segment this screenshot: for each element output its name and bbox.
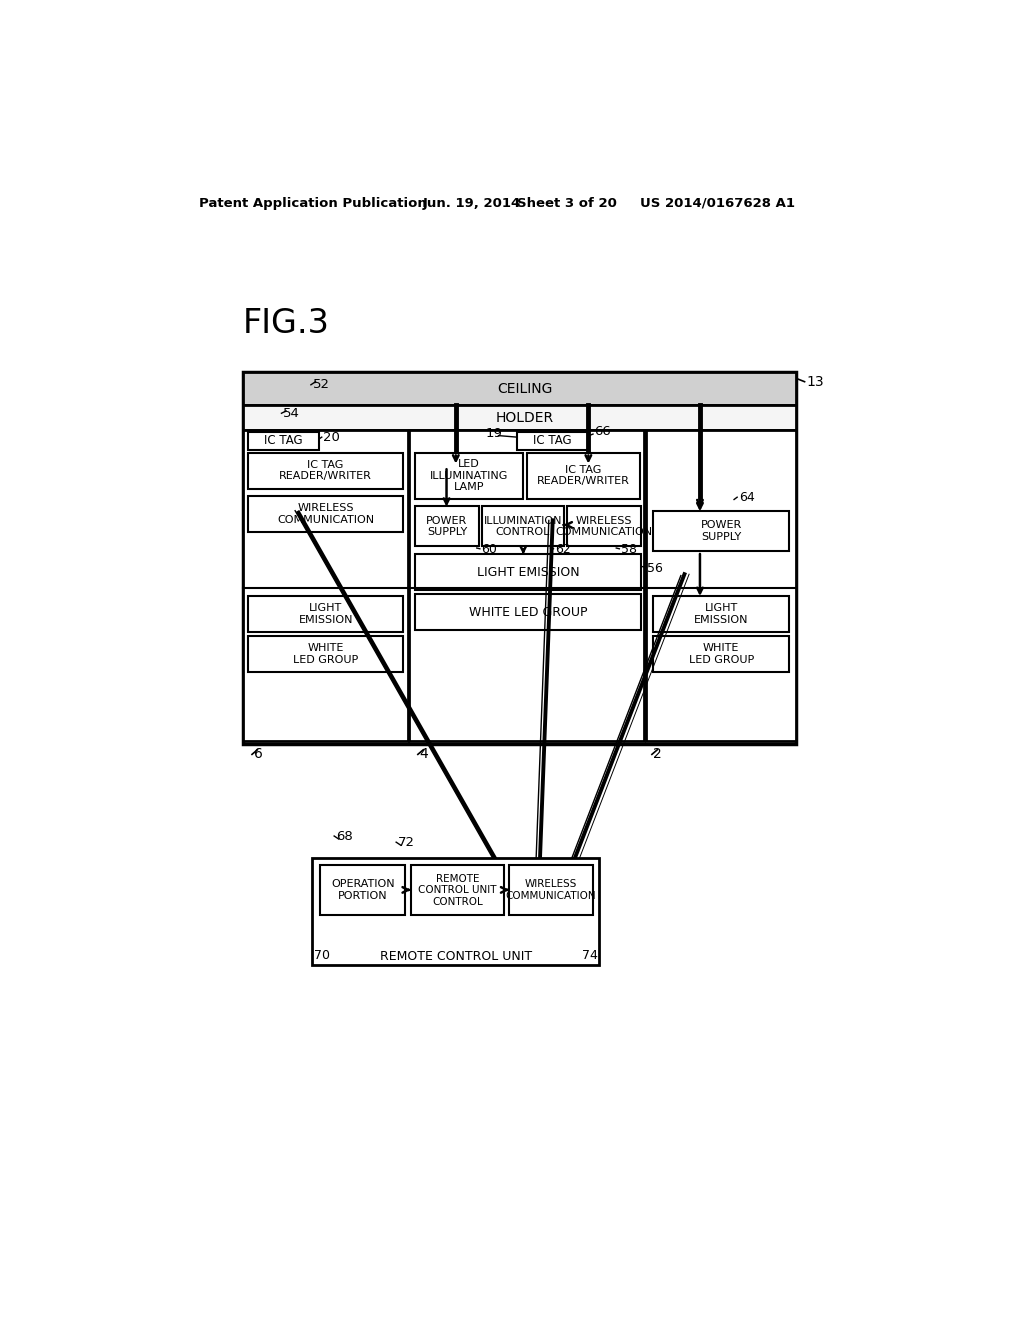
Text: 74: 74 — [582, 949, 598, 962]
Text: ILLUMINATION
CONTROL: ILLUMINATION CONTROL — [483, 516, 562, 537]
Text: 54: 54 — [283, 407, 300, 420]
Bar — [248, 636, 403, 672]
Text: 19: 19 — [486, 426, 503, 440]
Text: FIG.3: FIG.3 — [243, 308, 330, 341]
Text: 13: 13 — [807, 375, 824, 388]
Text: 6: 6 — [254, 747, 262, 762]
Text: POWER
SUPPLY: POWER SUPPLY — [700, 520, 741, 543]
Bar — [653, 511, 790, 552]
Text: 4: 4 — [420, 747, 428, 762]
Bar — [248, 453, 403, 488]
Bar — [527, 453, 640, 499]
Text: 64: 64 — [738, 491, 755, 504]
Text: LIGHT
EMISSION: LIGHT EMISSION — [694, 603, 749, 624]
Text: Patent Application Publication: Patent Application Publication — [200, 197, 427, 210]
Bar — [411, 866, 504, 915]
Text: WIRELESS
COMMUNICATION: WIRELESS COMMUNICATION — [506, 879, 596, 902]
Text: 58: 58 — [621, 543, 637, 556]
Text: IC TAG
READER/WRITER: IC TAG READER/WRITER — [280, 459, 372, 482]
Text: 66: 66 — [595, 425, 611, 438]
Bar — [243, 405, 796, 430]
Bar — [243, 372, 796, 405]
Text: LIGHT
EMISSION: LIGHT EMISSION — [298, 603, 353, 624]
Text: WHITE LED GROUP: WHITE LED GROUP — [469, 606, 587, 619]
Bar — [243, 430, 408, 741]
Text: WHITE
LED GROUP: WHITE LED GROUP — [688, 643, 754, 665]
Bar — [653, 595, 790, 632]
Bar — [566, 507, 641, 546]
Text: OPERATION
PORTION: OPERATION PORTION — [331, 879, 394, 902]
Text: LED
ILLUMINATING
LAMP: LED ILLUMINATING LAMP — [430, 459, 508, 492]
Bar — [248, 496, 403, 532]
Text: IC TAG: IC TAG — [534, 434, 572, 447]
Text: LIGHT EMISSION: LIGHT EMISSION — [476, 566, 580, 578]
Text: WHITE
LED GROUP: WHITE LED GROUP — [293, 643, 358, 665]
Text: 72: 72 — [397, 836, 415, 849]
Text: 2: 2 — [653, 747, 663, 762]
Text: WIRELESS
COMMUNICATION: WIRELESS COMMUNICATION — [278, 503, 374, 524]
Bar — [415, 453, 523, 499]
Text: 20: 20 — [324, 430, 340, 444]
Text: 56: 56 — [647, 561, 664, 574]
Text: 60: 60 — [481, 543, 498, 556]
Text: Sheet 3 of 20: Sheet 3 of 20 — [517, 197, 616, 210]
Bar — [653, 636, 790, 672]
Bar — [509, 866, 593, 915]
Text: REMOTE CONTROL UNIT: REMOTE CONTROL UNIT — [380, 949, 531, 962]
Text: WIRELESS
COMMUNICATION: WIRELESS COMMUNICATION — [555, 516, 652, 537]
Text: 68: 68 — [336, 829, 352, 842]
Bar — [482, 507, 563, 546]
Bar — [243, 372, 796, 743]
Bar — [415, 507, 479, 546]
Text: IC TAG
READER/WRITER: IC TAG READER/WRITER — [537, 465, 630, 487]
Text: 70: 70 — [314, 949, 330, 962]
Text: CEILING: CEILING — [497, 381, 553, 396]
Bar — [312, 858, 599, 965]
Bar — [248, 595, 403, 632]
Text: IC TAG: IC TAG — [264, 434, 303, 447]
Bar — [248, 432, 319, 450]
Text: US 2014/0167628 A1: US 2014/0167628 A1 — [640, 197, 795, 210]
Bar — [517, 432, 589, 450]
Bar — [415, 594, 641, 631]
Text: Jun. 19, 2014: Jun. 19, 2014 — [423, 197, 521, 210]
Bar — [321, 866, 406, 915]
Text: POWER
SUPPLY: POWER SUPPLY — [426, 516, 468, 537]
Text: 62: 62 — [555, 543, 570, 556]
Bar — [415, 554, 641, 590]
Text: REMOTE
CONTROL UNIT
CONTROL: REMOTE CONTROL UNIT CONTROL — [418, 874, 497, 907]
Bar — [410, 430, 644, 741]
Text: 52: 52 — [312, 379, 330, 391]
Bar — [646, 430, 796, 741]
Text: HOLDER: HOLDER — [496, 411, 554, 425]
